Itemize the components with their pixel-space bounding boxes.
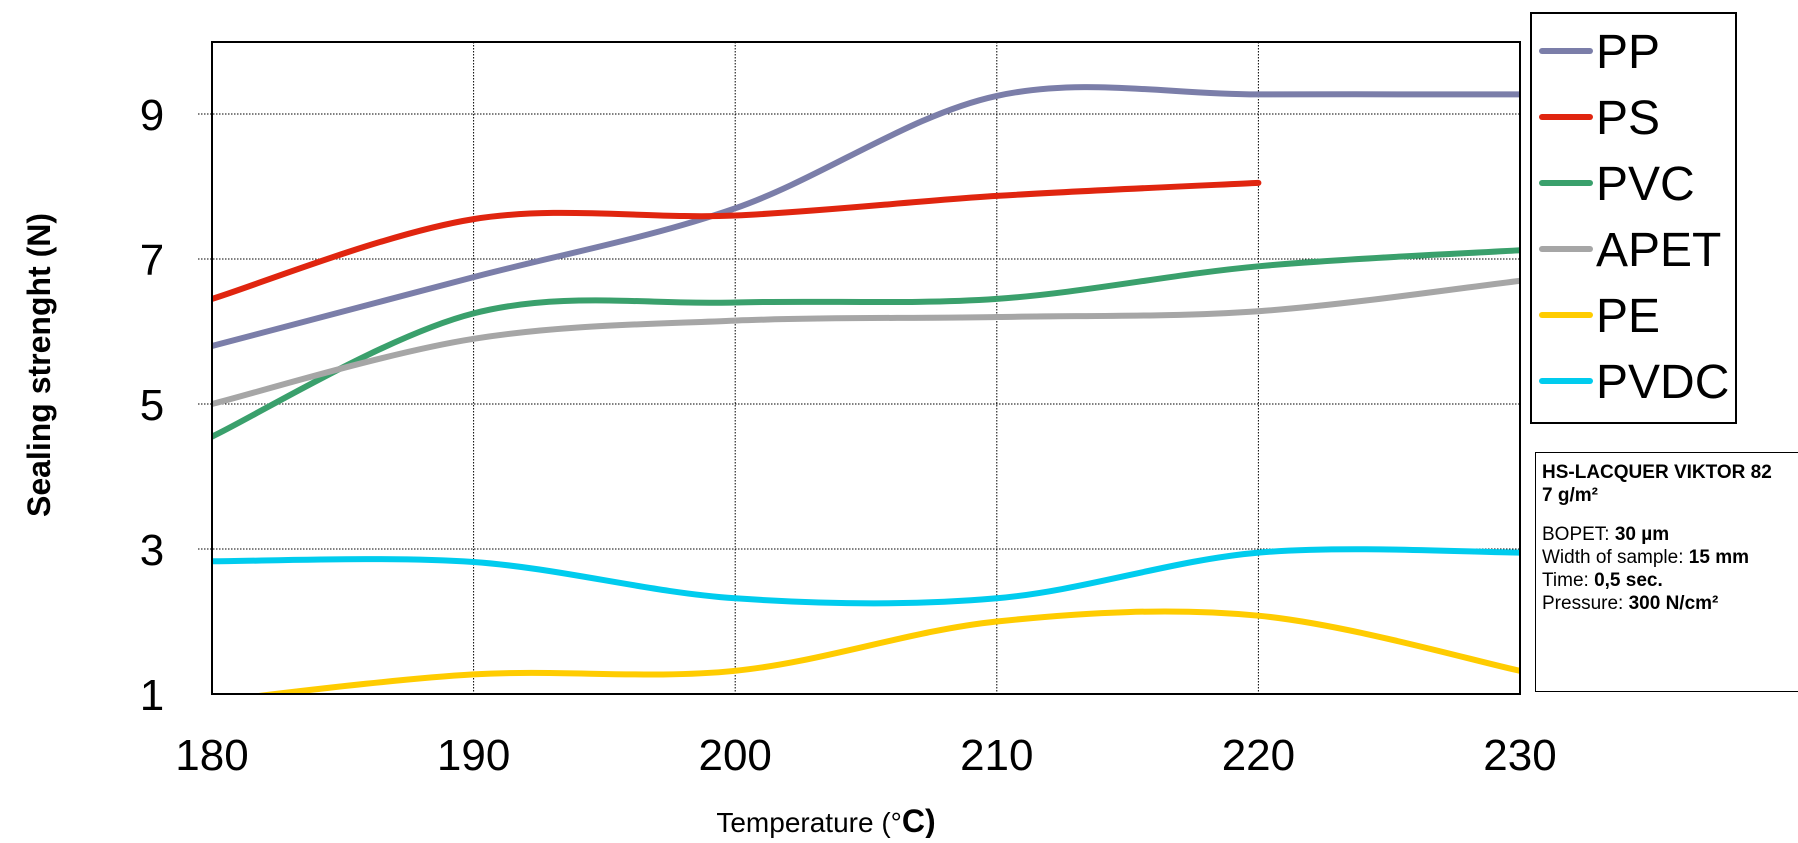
info-title: HS-LACQUER VIKTOR 82 <box>1542 462 1772 483</box>
legend-label-apet: APET <box>1596 224 1721 277</box>
info-rows: BOPET: 30 µm Width of sample: 15 mm Time: … <box>1542 523 1798 615</box>
x-tick-label: 180 <box>175 731 248 780</box>
info-row-value: 15 mm <box>1688 547 1749 568</box>
legend: PP PS PVC APET PE PVDC <box>1530 12 1737 424</box>
series-line-apet <box>212 277 1520 407</box>
x-tick-label: 220 <box>1222 731 1295 780</box>
x-tick-label: 210 <box>960 731 1033 780</box>
info-row-value: 30 µm <box>1614 524 1670 545</box>
plot-frame <box>211 41 1521 695</box>
info-row-value: 300 N/cm² <box>1628 593 1719 614</box>
info-row-label: Time: <box>1542 570 1595 591</box>
info-row: Pressure: 300 N/cm² <box>1542 592 1798 615</box>
y-axis-label: Sealing strenght (N) <box>21 213 57 517</box>
x-axis-label-text: Temperature (° <box>716 807 902 838</box>
info-row: BOPET: 30 µm <box>1542 523 1798 546</box>
legend-label-pvc: PVC <box>1596 158 1695 211</box>
legend-label-pe: PE <box>1596 290 1660 343</box>
legend-frame <box>1530 12 1737 424</box>
y-tick-label: 1 <box>140 671 164 720</box>
legend-label-ps: PS <box>1596 92 1660 145</box>
info-weight: 7 g/m² <box>1542 485 1598 506</box>
legend-label-pp: PP <box>1596 26 1660 79</box>
info-row: Time: 0,5 sec. <box>1542 569 1798 592</box>
x-tick-label: 230 <box>1483 731 1556 780</box>
series-line-pvdc <box>212 546 1520 607</box>
y-tick-label: 5 <box>140 381 164 430</box>
x-axis-label-unit: C) <box>902 803 936 838</box>
x-axis-label: Temperature (°C) <box>716 803 935 838</box>
info-row-label: BOPET: <box>1542 524 1615 545</box>
info-box: HS-LACQUER VIKTOR 82 7 g/m² BOPET: 30 µm… <box>1535 452 1798 692</box>
y-tick-label: 3 <box>140 526 164 575</box>
y-tick-label: 7 <box>140 236 164 285</box>
series-line-ps <box>212 179 1262 302</box>
series-line-pp <box>212 84 1520 349</box>
y-tick-label: 9 <box>140 91 164 140</box>
info-row-value: 0,5 sec. <box>1594 570 1663 591</box>
series-line-pe <box>249 608 1520 694</box>
series-line-pvc <box>212 247 1520 440</box>
grid <box>198 42 1520 694</box>
info-row: Width of sample: 15 mm <box>1542 546 1798 569</box>
x-tick-label: 190 <box>437 731 510 780</box>
legend-label-pvdc: PVDC <box>1596 356 1729 409</box>
info-row-label: Width of sample: <box>1542 547 1689 568</box>
x-tick-label: 200 <box>698 731 771 780</box>
tick-labels: 180 190 200 210 220 230 1 3 5 7 9 <box>140 91 1557 780</box>
series-lines <box>212 84 1520 694</box>
info-gap <box>1542 507 1798 523</box>
info-row-label: Pressure: <box>1542 593 1629 614</box>
